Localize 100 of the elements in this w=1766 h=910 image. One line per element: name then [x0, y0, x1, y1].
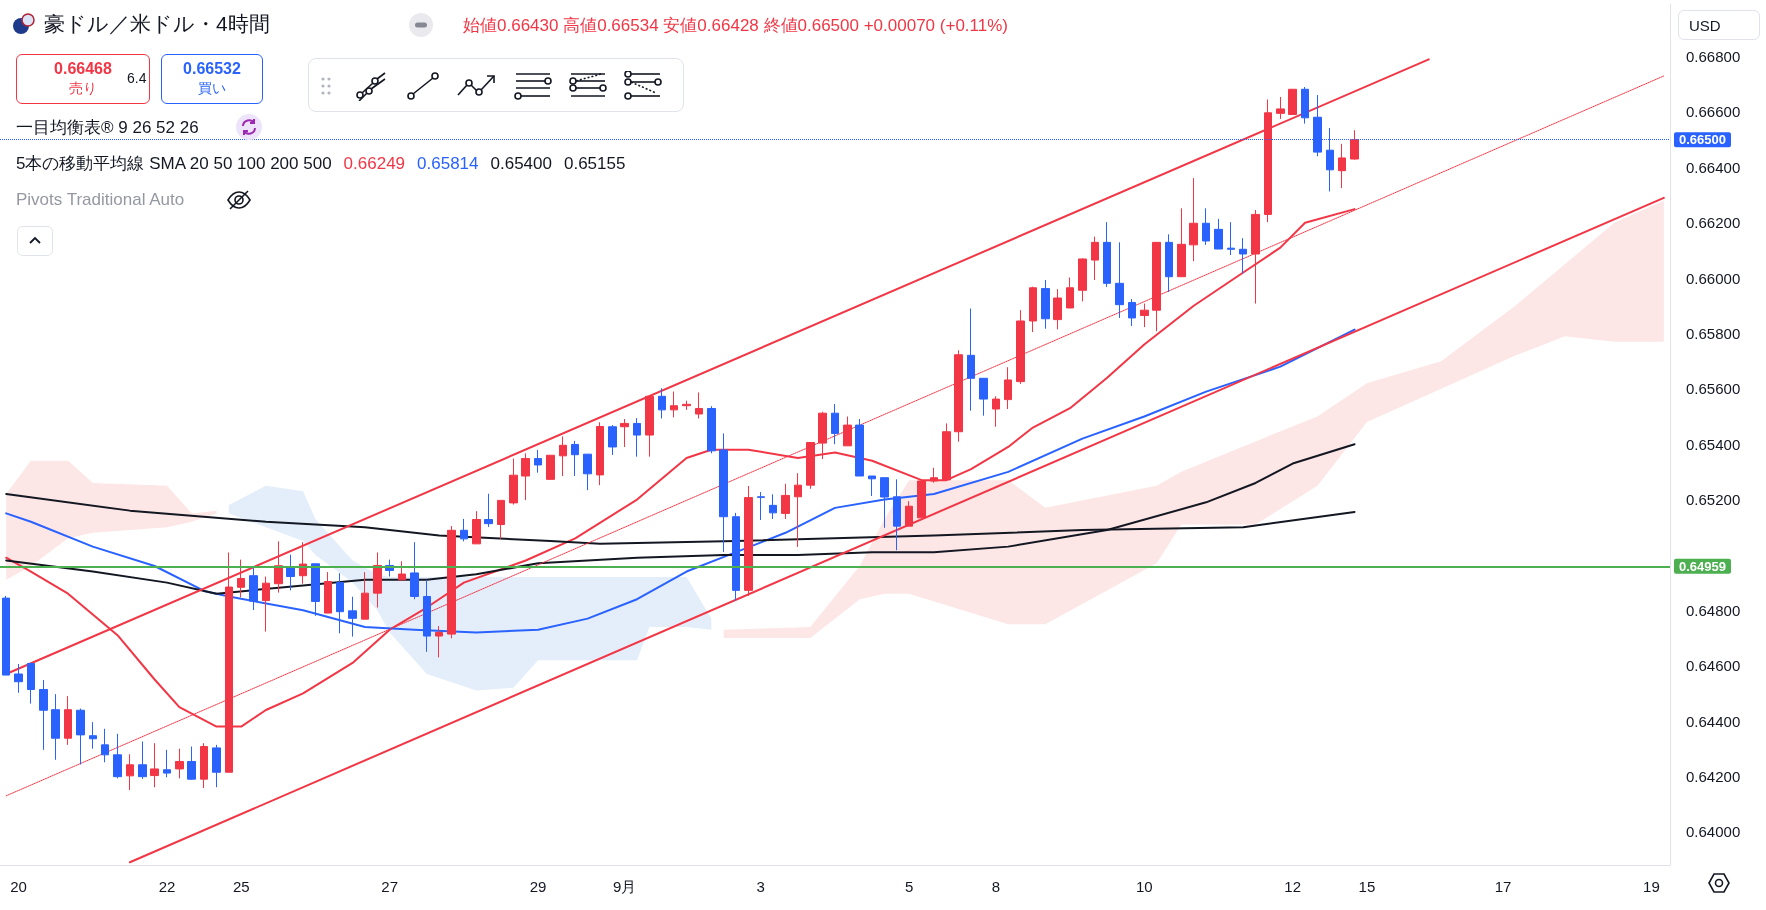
candlestick	[868, 475, 876, 497]
candlestick	[620, 418, 629, 448]
candlestick	[521, 452, 530, 501]
candlestick	[361, 571, 369, 620]
candlestick	[1288, 88, 1297, 115]
candlestick	[286, 554, 295, 591]
y-tick-label: 0.66000	[1686, 269, 1741, 287]
x-tick-label: 9月	[613, 878, 637, 895]
candlestick	[101, 728, 109, 763]
annotation: 始値0.66430 高値0.66534 安値0.66428 終値0.66500 +0.00070 (+0.11%)	[463, 16, 1008, 35]
candlestick	[1350, 129, 1359, 161]
candlestick	[1066, 277, 1074, 309]
candlestick	[546, 454, 555, 480]
x-tick-label: 8	[991, 878, 1000, 895]
candlestick	[274, 540, 283, 594]
x-tick-label: 22	[158, 878, 176, 895]
candlestick	[249, 567, 258, 611]
candlestick	[559, 435, 567, 477]
candlestick	[806, 442, 815, 490]
x-tick-label: 12	[1284, 878, 1302, 895]
candlestick	[1041, 279, 1050, 330]
candlestick	[27, 662, 35, 705]
candlestick	[1004, 366, 1012, 410]
candlestick	[14, 663, 23, 694]
candlestick	[509, 458, 518, 506]
y-tick-label: 0.66400	[1686, 158, 1741, 176]
ref-line-label: 0.66500	[1679, 132, 1726, 148]
annotation: 売り	[69, 80, 97, 96]
candlestick	[979, 377, 988, 417]
x-tick-label: 19	[1643, 878, 1660, 895]
candlestick	[1276, 96, 1285, 120]
candlestick	[954, 349, 963, 443]
candlestick	[695, 391, 703, 419]
candlestick	[645, 395, 654, 458]
candlestick	[39, 679, 48, 751]
candlestick	[89, 721, 97, 750]
x-tick-label: 25	[232, 878, 250, 895]
ref-line-label: 0.64959	[1679, 558, 1726, 574]
candlestick	[113, 733, 122, 779]
candlestick	[51, 693, 60, 761]
candlestick	[608, 424, 617, 456]
candlestick	[794, 472, 802, 548]
candlestick	[1338, 143, 1346, 189]
annotation: 0.65400	[490, 154, 552, 173]
candlestick	[447, 525, 456, 639]
x-tick-label: 5	[905, 878, 914, 895]
candlestick	[596, 421, 604, 486]
candlestick	[484, 493, 493, 528]
annotation: 0.66468	[54, 60, 112, 77]
candlestick	[324, 571, 332, 614]
x-tick-label: 27	[381, 878, 399, 895]
candlestick	[534, 449, 542, 474]
candlestick	[583, 453, 592, 491]
x-tick-label: 17	[1494, 878, 1512, 895]
y-tick-label: 0.64400	[1686, 712, 1741, 730]
y-tick-label: 0.65600	[1686, 380, 1741, 398]
candlestick	[1103, 221, 1111, 288]
candlestick	[460, 518, 468, 542]
candlestick	[757, 491, 765, 521]
candlestick	[831, 403, 839, 445]
candlestick	[917, 478, 926, 519]
candlestick	[76, 708, 85, 765]
candlestick	[2, 595, 10, 676]
candlestick	[855, 418, 864, 477]
candlestick	[262, 576, 270, 633]
annotation: 5本の移動平均線 SMA 20 50 100 200 500	[16, 154, 332, 173]
y-tick-label: 0.66800	[1686, 48, 1741, 66]
candlestick	[769, 493, 777, 520]
candlestick	[781, 483, 790, 520]
candlestick	[1301, 86, 1309, 125]
candlestick	[410, 541, 419, 600]
candlestick	[1128, 298, 1136, 327]
chart-title: 豪ドル／米ドル・4時間	[44, 12, 270, 35]
candlestick	[212, 744, 221, 788]
candlestick	[175, 748, 184, 779]
candlestick	[1091, 236, 1099, 281]
candlestick	[732, 512, 740, 602]
candlestick	[435, 625, 443, 658]
y-tick-label: 0.66200	[1686, 214, 1741, 232]
candlestick	[1165, 233, 1173, 293]
candlestick	[893, 478, 901, 551]
annotation: 一目均衡表® 9 26 52 26	[16, 118, 199, 137]
candlestick	[992, 395, 1000, 428]
candlestick	[1264, 99, 1272, 223]
buy-button: 0.66532 買い	[161, 54, 263, 104]
annotation: 6.4	[127, 70, 147, 86]
candlestick	[880, 477, 889, 529]
candlestick	[818, 411, 827, 460]
candlestick	[930, 467, 938, 484]
candlestick	[237, 559, 245, 598]
candlestick	[373, 551, 382, 609]
candlestick	[658, 387, 666, 419]
y-tick-label: 0.65400	[1686, 435, 1741, 453]
currency-selector: USD	[1678, 10, 1760, 40]
y-tick-label: 0.64600	[1686, 657, 1741, 675]
candlestick	[311, 563, 320, 617]
candlestick	[1239, 237, 1247, 274]
candlestick	[1140, 303, 1149, 328]
candlestick	[200, 742, 208, 789]
annotation: 0.65155	[563, 154, 626, 173]
